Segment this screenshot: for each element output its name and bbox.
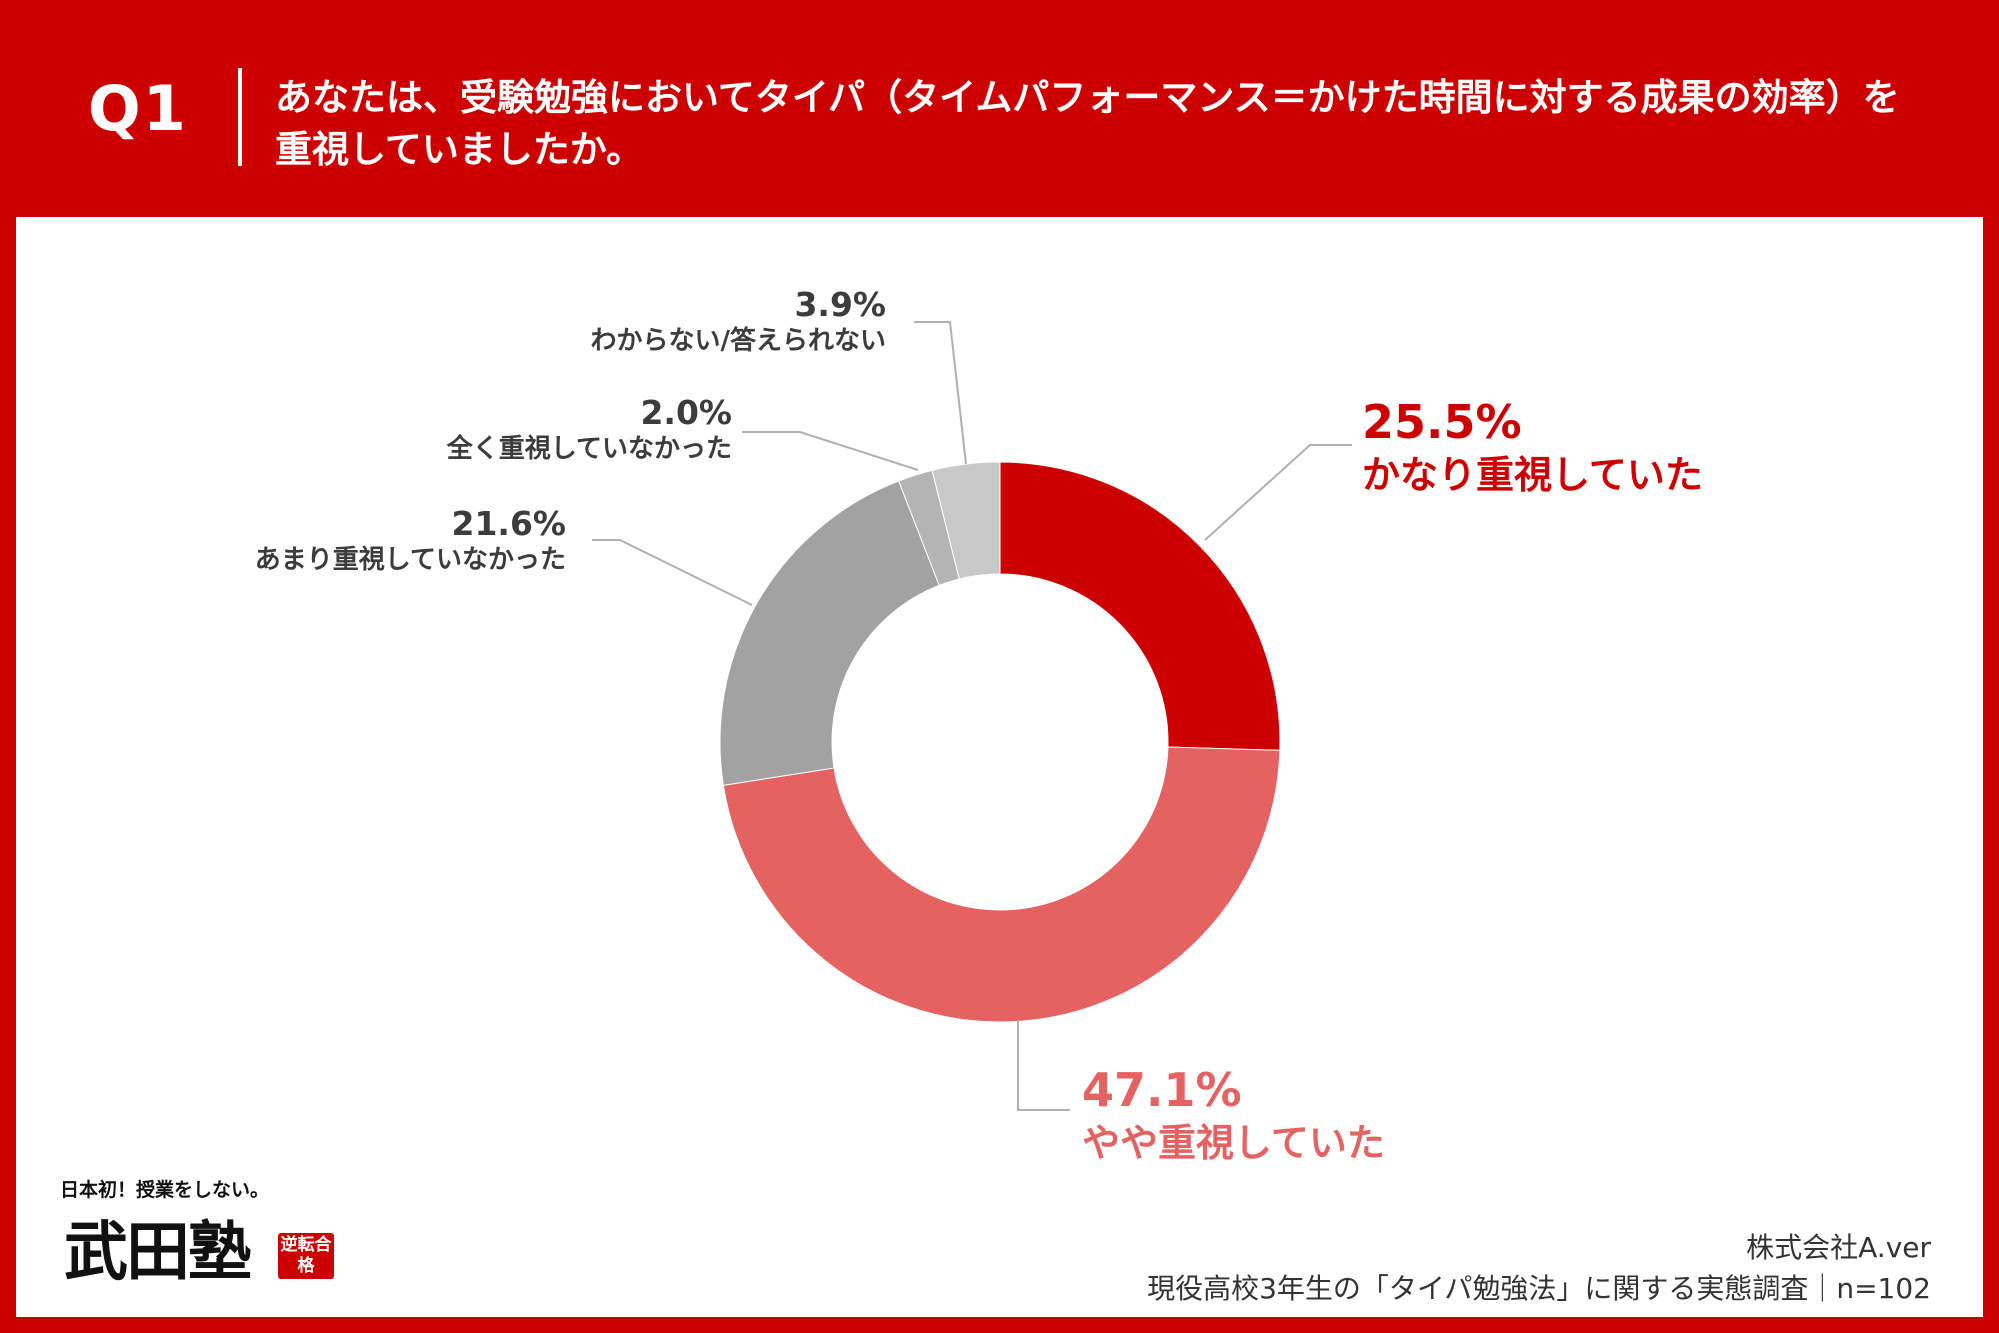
slice-somewhat	[722, 746, 1281, 1023]
slice-not-much	[719, 480, 940, 786]
category-label-fairly: かなり重視していた	[1362, 453, 1703, 497]
category-label-unknown: わからない/答えられない	[591, 325, 887, 356]
footer-survey: 現役高校3年生の「タイパ勉強法」に関する実態調査｜n=102	[1147, 1272, 1931, 1305]
leader-line-not-much	[592, 539, 753, 606]
category-label-not-at-all: 全く重視していなかった	[446, 433, 732, 464]
slice-unknown	[931, 461, 1001, 580]
logo-stamp: 逆転合格	[278, 1233, 334, 1279]
value-label-somewhat: 47.1%	[1082, 1063, 1242, 1117]
category-label-not-much: あまり重視していなかった	[255, 545, 566, 575]
leader-line-fairly	[1204, 444, 1352, 541]
chart-panel	[16, 217, 1983, 1317]
logo-tagline: 日本初！授業をしない。	[60, 1179, 270, 1201]
slice-fairly	[999, 461, 1281, 751]
header-bar: Q1 あなたは、受験勉強においてタイパ（タイムパフォーマンス＝かけた時間に対する…	[0, 0, 1999, 215]
leader-line-unknown	[914, 321, 967, 465]
footer-company: 株式会社A.ver	[1746, 1231, 1931, 1264]
value-label-fairly: 25.5%	[1362, 395, 1522, 449]
category-label-somewhat: やや重視していた	[1082, 1121, 1385, 1165]
value-label-unknown: 3.9%	[794, 285, 886, 324]
leader-line-somewhat	[1017, 1020, 1070, 1111]
value-label-not-at-all: 2.0%	[640, 393, 732, 432]
header-divider	[238, 68, 242, 166]
question-number: Q1	[88, 72, 188, 145]
question-text: あなたは、受験勉強においてタイパ（タイムパフォーマンス＝かけた時間に対する成果の…	[275, 76, 1900, 171]
value-label-not-much: 21.6%	[452, 504, 567, 543]
leader-line-not-at-all	[742, 431, 919, 471]
brand-logo: 日本初！授業をしない。 武田塾 逆転合格	[60, 1175, 334, 1290]
logo-name: 武田塾	[64, 1215, 252, 1290]
